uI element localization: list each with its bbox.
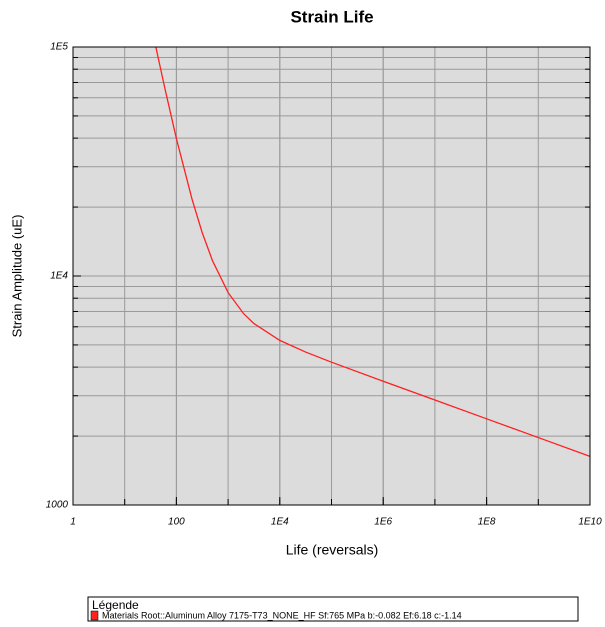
x-axis-label: Life (reversals) [286,542,379,558]
y-axis-label: Strain Amplitude (uE) [9,215,24,338]
y-tick-label: 1E4 [50,271,68,282]
x-tick-label: 1E6 [374,517,392,528]
plot-frame [72,46,591,506]
marks [155,46,591,458]
legend-title: Légende [92,598,139,612]
y-tick-label: 1000 [46,500,69,511]
chart-title: Strain Life [290,7,373,26]
legend-swatch [90,610,99,621]
legend-label: Materials Root::Aluminum Alloy 7175-T73_… [102,610,462,620]
x-tick-label: 100 [168,517,185,528]
legend-box [87,596,579,622]
x-tick-label: 1 [70,517,76,528]
x-tick-label: 1E10 [578,517,602,528]
legend: Materials Root::Aluminum Alloy 7175-T73_… [90,610,462,621]
x-tick-label: 1E4 [271,517,289,528]
x-tick-label: 1E8 [478,517,496,528]
grid [72,46,591,506]
y-tick-label: 1E5 [50,42,68,53]
series-line [155,46,591,458]
